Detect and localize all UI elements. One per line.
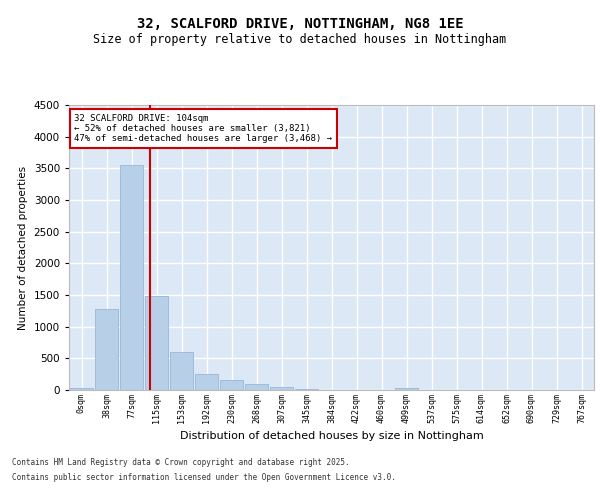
Y-axis label: Number of detached properties: Number of detached properties	[18, 166, 28, 330]
Bar	[245, 384, 268, 390]
Bar	[220, 380, 243, 390]
Bar	[70, 388, 93, 390]
Bar	[95, 309, 118, 390]
Text: Contains HM Land Registry data © Crown copyright and database right 2025.: Contains HM Land Registry data © Crown c…	[12, 458, 350, 467]
X-axis label: Distribution of detached houses by size in Nottingham: Distribution of detached houses by size …	[179, 431, 484, 441]
Bar	[295, 388, 318, 390]
Text: 32, SCALFORD DRIVE, NOTTINGHAM, NG8 1EE: 32, SCALFORD DRIVE, NOTTINGHAM, NG8 1EE	[137, 18, 463, 32]
Text: 32 SCALFORD DRIVE: 104sqm
← 52% of detached houses are smaller (3,821)
47% of se: 32 SCALFORD DRIVE: 104sqm ← 52% of detac…	[74, 114, 332, 144]
Text: Contains public sector information licensed under the Open Government Licence v3: Contains public sector information licen…	[12, 473, 396, 482]
Bar	[395, 388, 418, 390]
Bar	[120, 164, 143, 390]
Bar	[270, 386, 293, 390]
Bar	[195, 374, 218, 390]
Text: Size of property relative to detached houses in Nottingham: Size of property relative to detached ho…	[94, 32, 506, 46]
Bar	[170, 352, 193, 390]
Bar	[145, 296, 168, 390]
